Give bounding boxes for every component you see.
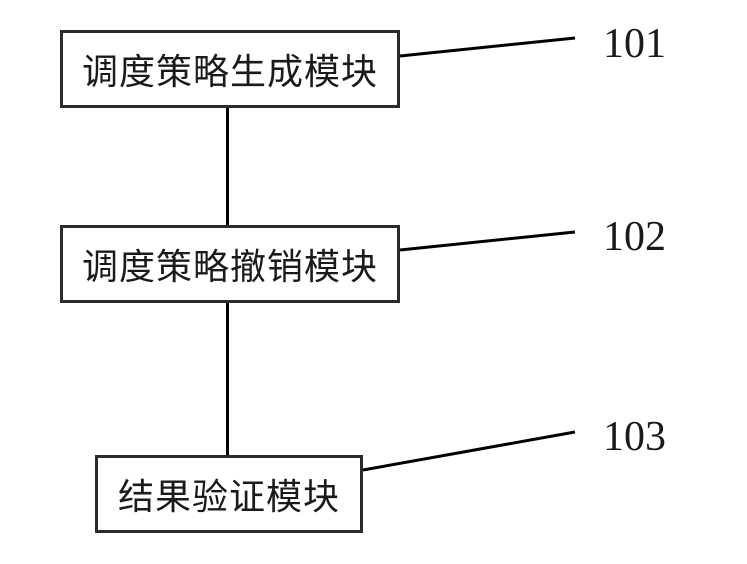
- leader-line-n1: [398, 36, 577, 58]
- connector-n2-n3: [226, 303, 229, 455]
- node-label-n3: 结果验证模块: [118, 468, 340, 520]
- node-n3: 结果验证模块: [95, 455, 363, 533]
- ref-label-n2: 102: [603, 213, 666, 261]
- leader-line-n3: [361, 430, 577, 472]
- ref-label-n1: 101: [603, 20, 666, 68]
- node-n1: 调度策略生成模块: [60, 30, 400, 108]
- node-n2: 调度策略撤销模块: [60, 225, 400, 303]
- node-label-n1: 调度策略生成模块: [82, 43, 378, 95]
- flowchart-diagram: 调度策略生成模块 101 调度策略撤销模块 102 结果验证模块 103: [0, 0, 747, 564]
- node-label-n2: 调度策略撤销模块: [82, 238, 378, 290]
- connector-n1-n2: [226, 108, 229, 225]
- ref-label-n3: 103: [603, 413, 666, 461]
- leader-line-n2: [398, 230, 577, 252]
